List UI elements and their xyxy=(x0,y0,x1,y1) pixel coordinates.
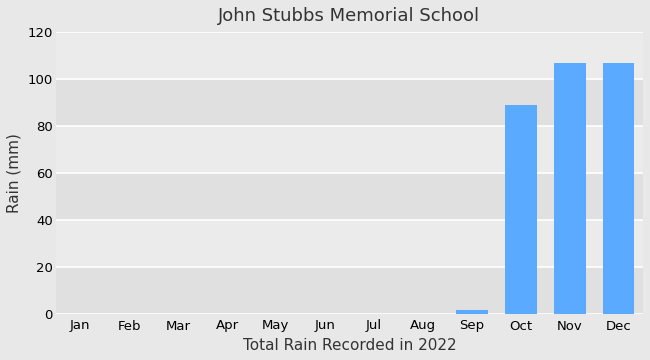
Bar xyxy=(56,173,643,220)
Y-axis label: Rain (mm): Rain (mm) xyxy=(7,133,22,213)
Bar xyxy=(505,105,537,314)
Bar xyxy=(456,310,488,314)
Bar xyxy=(554,63,586,314)
Bar xyxy=(56,79,643,126)
Bar xyxy=(56,32,643,79)
X-axis label: Total Rain Recorded in 2022: Total Rain Recorded in 2022 xyxy=(242,338,456,353)
Title: John Stubbs Memorial School: John Stubbs Memorial School xyxy=(218,7,480,25)
Bar xyxy=(56,126,643,173)
Bar xyxy=(56,267,643,314)
Bar xyxy=(56,220,643,267)
Bar xyxy=(603,63,634,314)
